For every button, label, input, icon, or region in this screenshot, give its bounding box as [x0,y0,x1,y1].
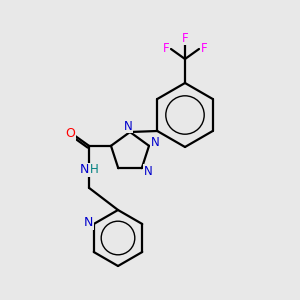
Text: N: N [151,136,159,149]
Text: F: F [201,43,207,56]
Text: F: F [182,32,188,44]
Text: N: N [79,163,89,176]
Text: O: O [65,127,75,140]
Text: N: N [143,165,152,178]
Text: N: N [124,119,132,133]
Text: N: N [84,217,93,230]
Text: H: H [90,163,98,176]
Text: F: F [163,43,169,56]
